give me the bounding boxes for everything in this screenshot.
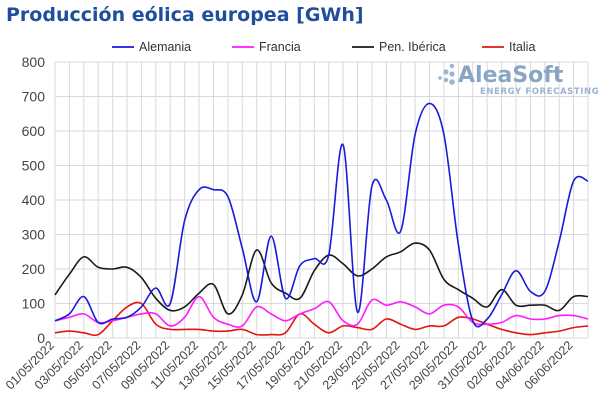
chart-title: Producción eólica europea [GWh] — [6, 4, 364, 26]
aleasoft-watermark: AleaSoft ENERGY FORECASTING — [438, 63, 599, 97]
y-tick-label: 600 — [22, 123, 46, 139]
watermark-name: AleaSoft — [458, 63, 564, 88]
y-tick-label: 500 — [22, 158, 46, 174]
series-line-pen-ib-rica — [54, 242, 589, 315]
x-axis-ticks: 01/05/202203/05/202205/05/202207/05/2022… — [3, 338, 576, 392]
y-tick-label: 800 — [22, 54, 46, 70]
legend-label-italia: Italia — [509, 40, 535, 54]
legend-label-alemania: Alemania — [139, 40, 191, 54]
watermark-tagline: ENERGY FORECASTING — [480, 87, 599, 97]
y-tick-label: 300 — [22, 227, 46, 243]
legend-label-francia: Francia — [259, 40, 301, 54]
y-tick-label: 200 — [22, 261, 46, 277]
series-lines — [54, 102, 589, 337]
gridlines — [54, 61, 589, 339]
legend-label-pen-ib-rica: Pen. Ibérica — [379, 40, 446, 54]
series-line-alemania — [54, 102, 589, 328]
y-tick-label: 0 — [37, 330, 45, 346]
y-axis-ticks: 0 100 200 300 400 500 600 700 800 — [22, 54, 46, 346]
legend: Alemania Francia Pen. Ibérica Italia — [112, 40, 535, 54]
y-tick-label: 400 — [22, 192, 46, 208]
series-line-francia — [54, 295, 589, 328]
y-tick-label: 100 — [22, 296, 46, 312]
aleasoft-logo-icon — [438, 63, 455, 85]
y-tick-label: 700 — [22, 89, 46, 105]
